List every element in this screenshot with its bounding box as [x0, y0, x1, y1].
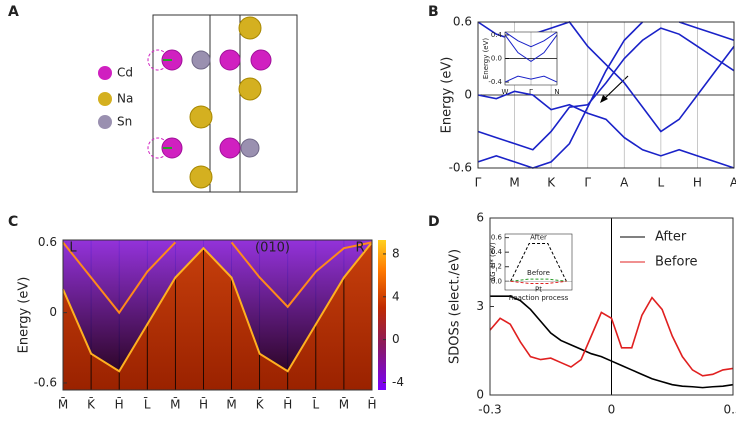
plot-frame	[489, 217, 734, 396]
x-tick-label: M̄	[58, 397, 68, 411]
intensity-area	[63, 240, 372, 372]
y-tick-label: 0.4	[491, 248, 503, 256]
y-tick-label: 0.4	[491, 31, 503, 39]
series-line	[510, 242, 567, 282]
annotation: L	[69, 241, 77, 256]
y-tick-label: 0.2	[491, 263, 502, 271]
series-line	[678, 21, 735, 42]
annotation: R	[355, 241, 364, 256]
legend-swatch	[98, 66, 112, 80]
series-line	[62, 241, 177, 315]
series-line	[477, 90, 735, 169]
y-tick-label: 0.0	[491, 55, 502, 63]
colorbar-label: 0	[392, 332, 400, 346]
legend-label: Na	[117, 92, 133, 106]
atoms	[147, 16, 272, 189]
plot-frame	[62, 239, 373, 391]
panel-label: A	[8, 4, 19, 20]
legend-label: Cd	[117, 66, 133, 80]
cell	[152, 14, 298, 193]
y-tick-label: 0.6	[453, 15, 472, 29]
x-tick-label: -0.3	[478, 403, 501, 417]
x-tick-label: 0.3	[723, 403, 736, 417]
structure: A Cd Na Sn	[8, 4, 298, 193]
x-axis-label: Reaction process	[509, 294, 569, 302]
x-tick-label: Γ	[475, 176, 482, 190]
y-tick-label: 3	[476, 299, 484, 313]
series-line	[510, 280, 567, 284]
series-line	[504, 31, 558, 48]
x-tick-label: K	[547, 176, 556, 190]
x-tick-label: H̄	[283, 397, 292, 411]
y-tick-label: 0.6	[491, 234, 503, 242]
x-tick-label: L̄	[312, 397, 319, 411]
y-tick-label: -0.6	[34, 375, 57, 389]
series-label: Pt	[535, 285, 542, 293]
y-axis-label: Energy (eV)	[440, 57, 455, 134]
annotation: (010)	[255, 241, 290, 256]
x-tick-label: N	[554, 88, 559, 96]
x-tick-label: M̄	[170, 397, 180, 411]
x-tick-label: L̄	[144, 397, 151, 411]
y-axis-label: Energy (eV)	[482, 38, 490, 80]
x-tick-label: M	[509, 176, 519, 190]
plot-frame	[504, 31, 558, 86]
series-label: After	[530, 233, 547, 241]
y-tick-label: -0.6	[449, 161, 472, 175]
series-line	[477, 27, 735, 151]
arrow	[601, 75, 629, 102]
y-tick-label: 0.0	[491, 277, 502, 285]
legend-label: After	[655, 230, 687, 245]
series-line	[62, 241, 373, 373]
legend-swatch	[98, 115, 112, 129]
series-line	[489, 296, 734, 377]
colorbar	[378, 240, 386, 390]
x-tick-label: M̄	[339, 397, 349, 411]
series-line	[504, 34, 558, 63]
plot-frame	[477, 21, 735, 169]
series-line	[490, 295, 734, 389]
x-tick-label: H̄	[115, 397, 124, 411]
series-label: Before	[527, 269, 550, 277]
series-line	[504, 75, 558, 83]
x-tick-label: H	[693, 176, 702, 190]
panel-label: D	[428, 214, 440, 230]
x-tick-label: H̄	[199, 397, 208, 411]
legend-label: Before	[655, 255, 698, 270]
colorbar-label: 4	[392, 289, 400, 303]
legend-label: Sn	[117, 115, 132, 129]
x-tick-label: M̄	[226, 397, 236, 411]
x-tick-label: A	[730, 176, 736, 190]
colorbar-label: -4	[392, 375, 404, 389]
panel-label: B	[428, 4, 439, 20]
x-tick-label: 0	[608, 403, 616, 417]
plot-frame	[504, 233, 573, 291]
y-tick-label: 0	[49, 305, 57, 319]
x-tick-label: W	[502, 88, 509, 96]
y-tick-label: 0	[476, 388, 484, 402]
y-axis-label: Energy (eV)	[17, 277, 32, 354]
y-tick-label: 0	[464, 88, 472, 102]
x-tick-label: Γ	[529, 88, 533, 96]
colorbar-label: 8	[392, 246, 400, 260]
x-tick-label: L	[658, 176, 665, 190]
x-tick-label: K̄	[256, 397, 265, 411]
y-tick-label: 6	[476, 211, 484, 225]
series-line	[230, 241, 373, 309]
series-line	[477, 21, 644, 169]
x-tick-label: K̄	[87, 397, 96, 411]
y-tick-label: -0.4	[488, 78, 502, 86]
panel-label: C	[8, 214, 18, 230]
y-axis-label: SDOSs (elect./eV)	[448, 249, 463, 364]
y-tick-label: 0.6	[38, 235, 57, 249]
y-axis-label: ΔG_H* (eV)	[489, 242, 497, 282]
series-line	[510, 278, 567, 282]
legend-swatch	[98, 92, 112, 106]
x-tick-label: A	[620, 176, 629, 190]
x-tick-label: H̄	[367, 397, 376, 411]
x-tick-label: Γ	[584, 176, 591, 190]
arrow-head	[600, 95, 608, 103]
